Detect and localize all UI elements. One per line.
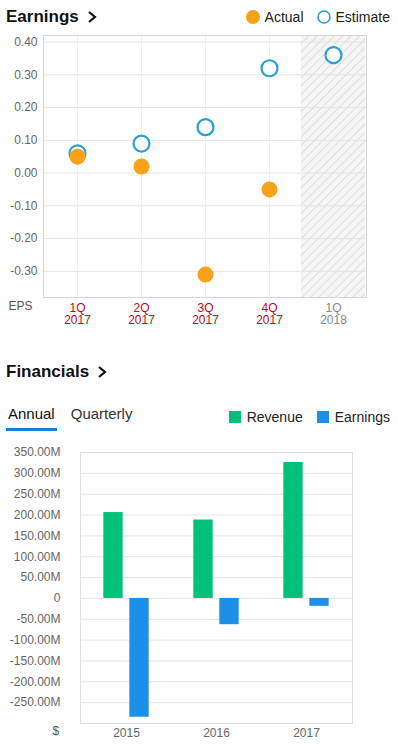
svg-text:-0.20: -0.20 <box>10 231 38 245</box>
svg-text:0.00: 0.00 <box>14 166 38 180</box>
svg-text:-150.00M: -150.00M <box>10 654 61 668</box>
svg-text:0.30: 0.30 <box>14 68 38 82</box>
html-text:Quarterly: Quarterly <box>70 405 133 422</box>
svg-text:3Q2017: 3Q2017 <box>192 301 219 327</box>
svg-text:100.00M: 100.00M <box>14 550 61 564</box>
html-text:Financials: Financials <box>6 362 90 381</box>
svg-text:-200.00M: -200.00M <box>10 675 61 689</box>
svg-text:2017: 2017 <box>293 726 320 740</box>
svg-text:4Q2017: 4Q2017 <box>256 301 283 327</box>
svg-text:EPS: EPS <box>9 299 33 313</box>
svg-text:0.20: 0.20 <box>14 100 38 114</box>
svg-text:250.00M: 250.00M <box>14 487 61 501</box>
svg-text:0: 0 <box>54 591 61 605</box>
svg-text:-50.00M: -50.00M <box>16 612 60 626</box>
svg-text:0.10: 0.10 <box>14 133 38 147</box>
svg-text:$: $ <box>53 724 60 738</box>
html-text:Earnings: Earnings <box>6 7 79 26</box>
svg-text:-0.30: -0.30 <box>10 264 38 278</box>
svg-text:2Q2017: 2Q2017 <box>128 301 155 327</box>
svg-text:-250.00M: -250.00M <box>10 695 61 709</box>
svg-text:1Q2018: 1Q2018 <box>320 301 347 327</box>
svg-text:2015: 2015 <box>113 726 140 740</box>
svg-text:0.40: 0.40 <box>14 35 38 49</box>
svg-text:1Q2017: 1Q2017 <box>64 301 91 327</box>
svg-text:200.00M: 200.00M <box>14 508 61 522</box>
html-text:Earnings: Earnings <box>334 409 390 425</box>
html-text:Estimate: Estimate <box>335 9 390 25</box>
html-text:Revenue: Revenue <box>246 409 303 425</box>
svg-text:50.00M: 50.00M <box>20 570 60 584</box>
svg-text:350.00M: 350.00M <box>14 445 61 459</box>
svg-text:-0.10: -0.10 <box>10 199 38 213</box>
svg-text:2016: 2016 <box>203 726 230 740</box>
svg-text:-100.00M: -100.00M <box>10 633 61 647</box>
html-text:Annual: Annual <box>8 405 55 422</box>
svg-text:300.00M: 300.00M <box>14 466 61 480</box>
svg-text:150.00M: 150.00M <box>14 529 61 543</box>
html-text:Actual: Actual <box>264 9 304 25</box>
